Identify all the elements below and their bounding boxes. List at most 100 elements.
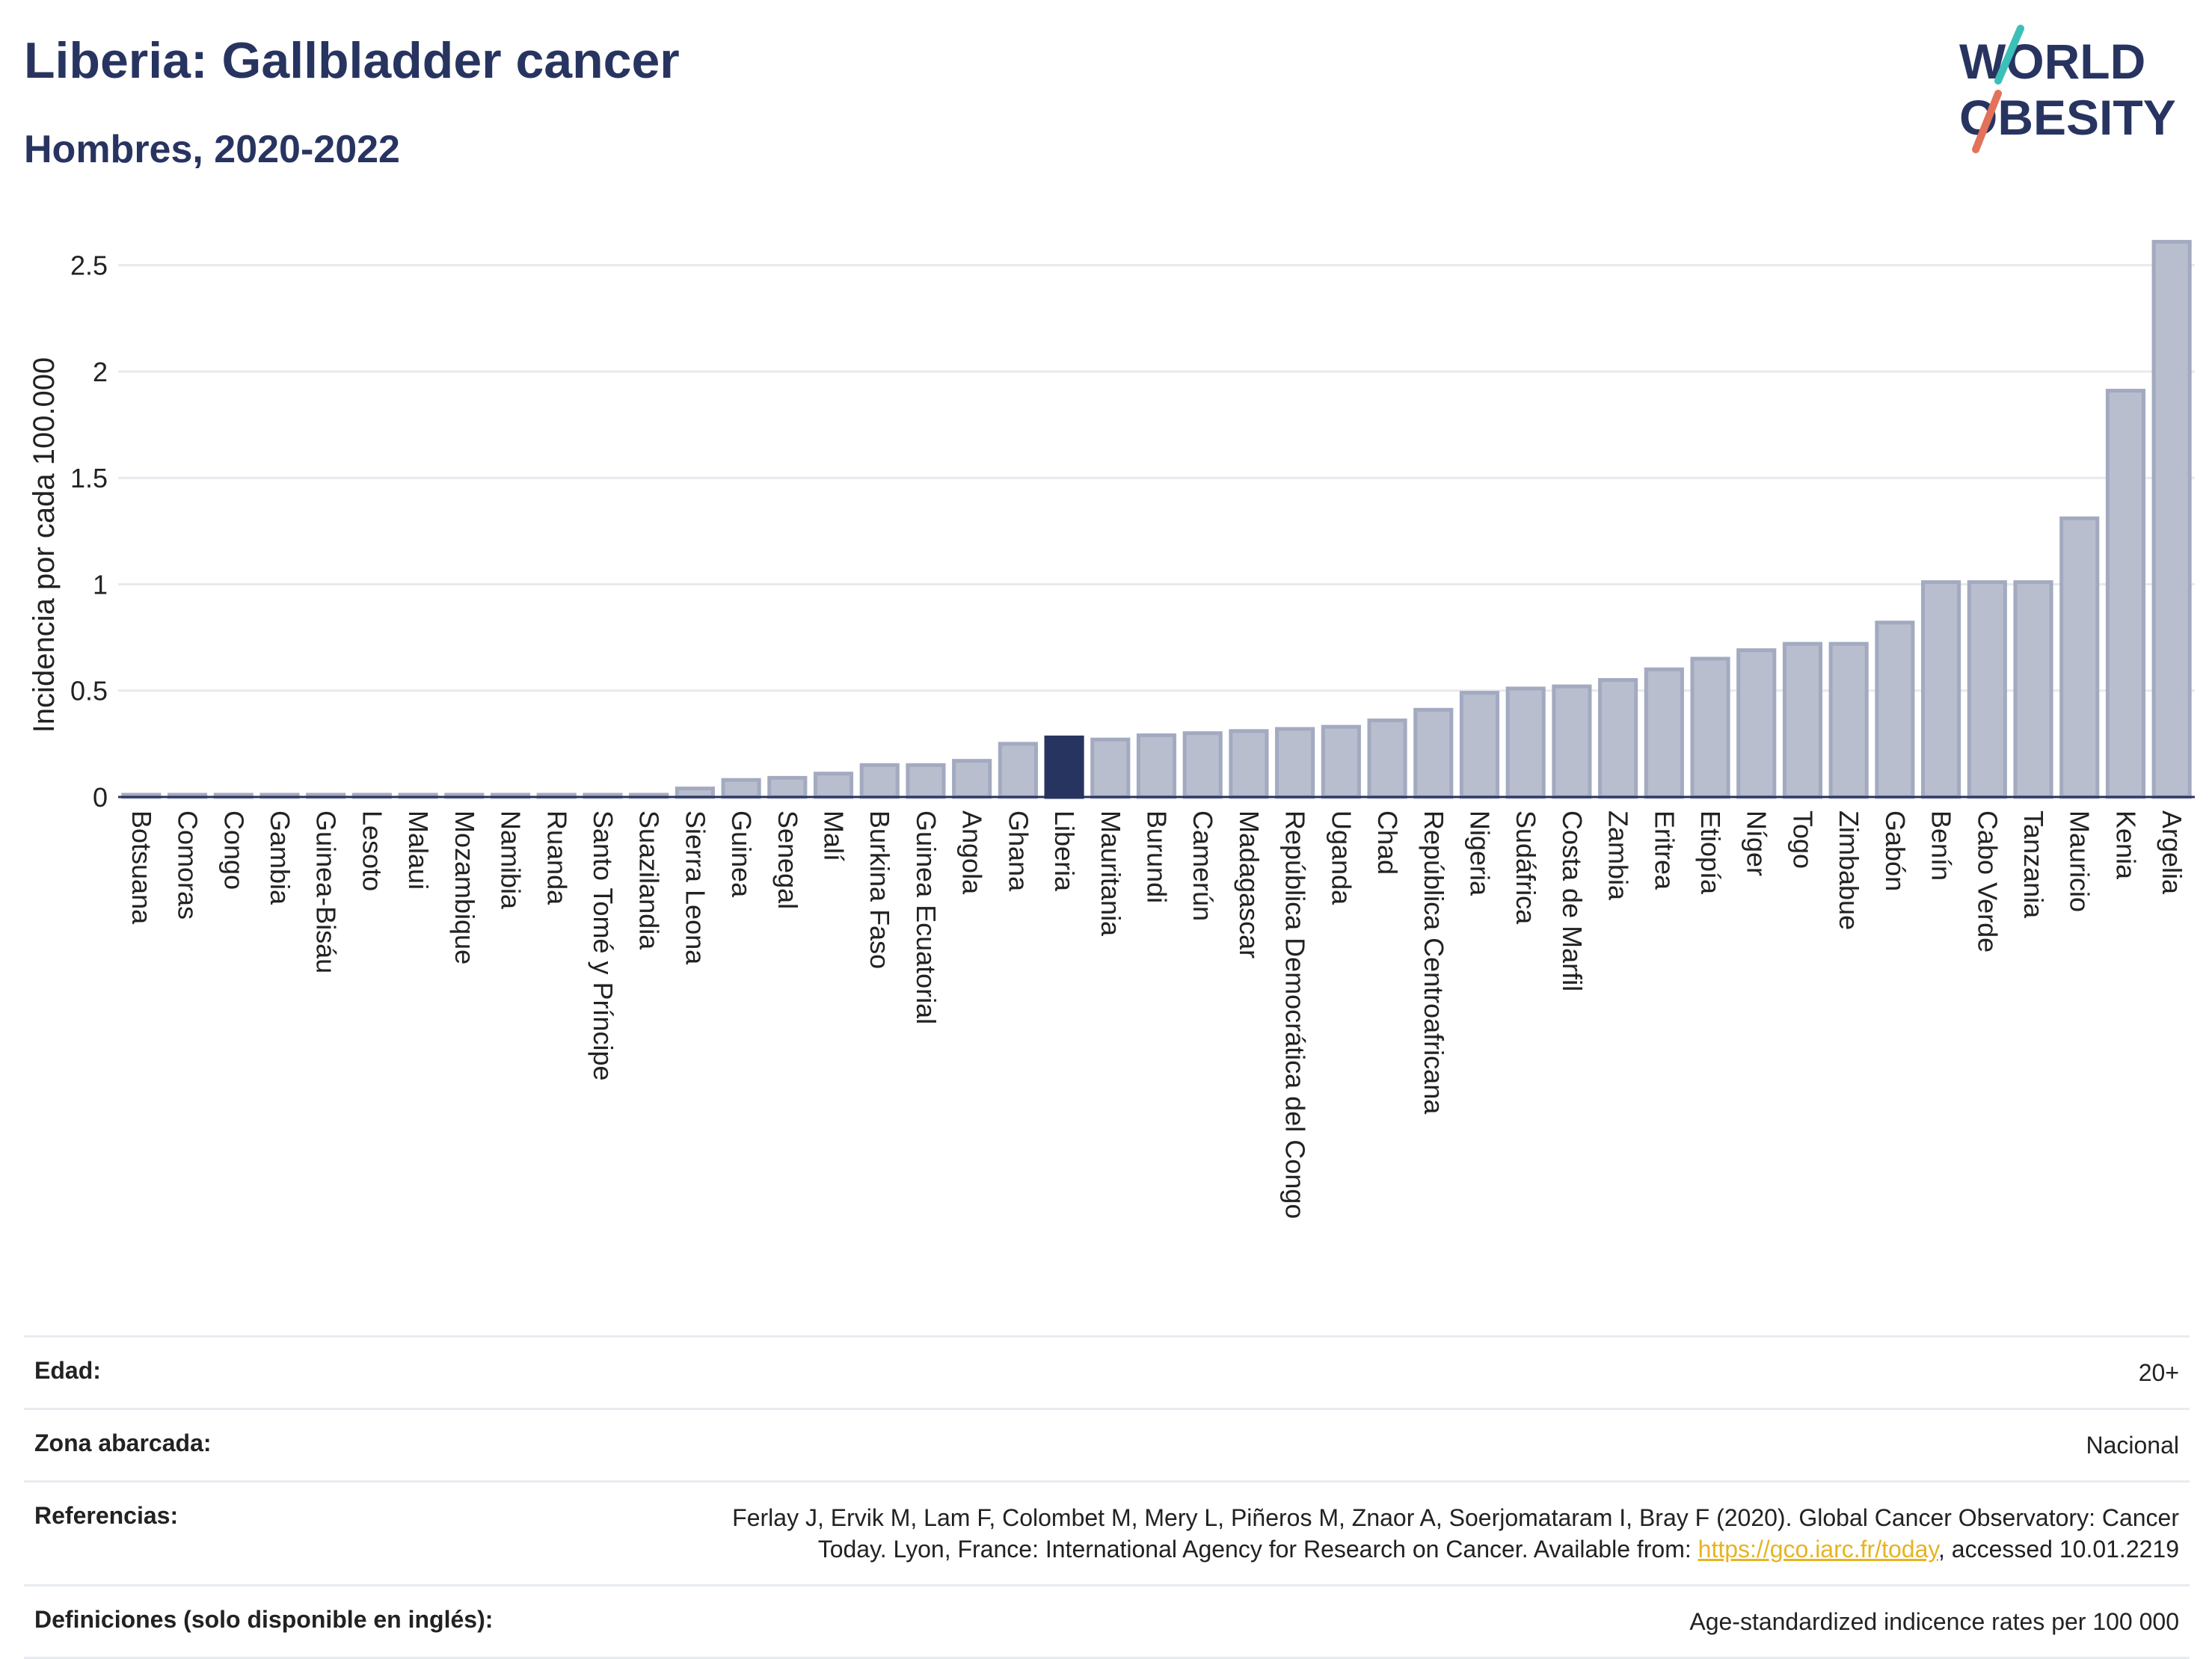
x-tick-label: Gabón [1880,810,1911,891]
bar[interactable] [1598,678,1638,799]
info-value-definitions: Age-standardized indicence rates per 100… [1689,1608,2179,1635]
logo-slash-bottom [1972,90,2002,153]
bar[interactable] [1229,729,1269,799]
bar[interactable] [1644,667,1684,799]
bar[interactable] [2059,516,2100,799]
bar[interactable] [1367,718,1407,799]
bar[interactable] [1921,580,1961,799]
x-tick-label: Angola [957,810,988,895]
x-tick-label: Kenia [2110,810,2141,880]
x-tick-label: Benín [1926,810,1957,881]
logo-slash-top [1994,25,2024,84]
bar[interactable] [998,742,1038,799]
x-tick-label: Mozambique [449,810,480,964]
bar[interactable] [813,772,854,799]
x-tick-label: República Democrática del Congo [1280,810,1311,1219]
chart-subtitle: Hombres, 2020-2022 [24,128,400,171]
bar[interactable] [1275,727,1315,799]
x-tick-label: Sudáfrica [1511,810,1541,925]
info-label-references: Referencias: [34,1502,179,1529]
bar[interactable] [2105,389,2146,799]
x-tick-label: Botsuana [126,810,157,925]
bar[interactable] [1828,641,1869,799]
bar[interactable] [906,763,946,799]
bar[interactable] [1967,580,2007,799]
world-obesity-logo: WORLD OBESITY [1944,22,2199,157]
bar[interactable] [2151,239,2192,799]
x-tick-label: Guinea Ecuatorial [911,810,941,1024]
x-tick-label: Sierra Leona [680,810,710,965]
x-tick-label: Costa de Marfil [1557,810,1588,991]
y-tick-label: 1 [93,569,108,600]
x-tick-label: Mauricio [2065,810,2095,912]
x-tick-label: Burkina Faso [864,810,895,969]
bar[interactable] [1321,724,1361,799]
x-tick-label: Suazilandia [634,810,665,950]
bars [121,239,2192,799]
bar[interactable] [859,763,900,799]
bar[interactable] [721,778,761,799]
x-tick-label: Burundi [1142,810,1173,903]
chart-title: Liberia: Gallbladder cancer [24,32,680,89]
x-tick-label: Tanzania [2018,810,2049,919]
bar[interactable] [952,759,992,799]
bar-highlighted[interactable] [1044,735,1084,799]
x-tick-label: Gambia [265,810,295,905]
info-value-age: 20+ [2138,1359,2179,1386]
bar[interactable] [1413,707,1454,799]
bar[interactable] [1090,737,1131,799]
x-tick-label: Liberia [1049,810,1080,892]
y-tick-label: 2.5 [70,250,108,281]
bar[interactable] [767,775,808,799]
info-label-definitions: Definiciones (solo disponible en inglés)… [34,1606,494,1633]
x-tick-label: Uganda [1326,810,1357,905]
y-axis-ticks: 0 0.5 1 1.5 2 2.5 [70,250,108,813]
bar[interactable] [1505,686,1546,799]
x-tick-label: Malaui [403,810,434,890]
info-value-area: Nacional [2086,1432,2179,1459]
info-label-age: Edad: [34,1357,101,1384]
x-tick-label: Guinea-Bisáu [311,810,342,973]
x-tick-label: Namibia [496,810,526,910]
x-tick-label: Zimbabue [1834,810,1864,930]
bar[interactable] [1552,684,1592,799]
info-table: Edad: 20+ Zona abarcada: Nacional Refere… [24,1335,2190,1659]
x-tick-label: Cabo Verde [1972,810,2003,952]
bar[interactable] [1736,648,1777,799]
x-tick-label: República Centroafricana [1419,810,1449,1115]
x-tick-label: Congo [218,810,249,890]
bar[interactable] [1875,621,1915,799]
bar[interactable] [1182,731,1223,799]
y-tick-label: 2 [93,357,108,387]
x-tick-label: Zambia [1603,810,1634,901]
x-tick-label: Comoras [173,810,203,920]
x-axis-ticks: Botsuana Comoras Congo Gambia Guinea-Bisáu Le… [126,810,2187,1219]
x-tick-label: Chad [1372,810,1403,875]
x-tick-label: Níger [1742,810,1772,876]
x-tick-label: Camerún [1188,810,1218,921]
reference-line2-pre: Today. Lyon, France: International Agenc… [817,1536,1698,1563]
bar-chart: 0 0.5 1 1.5 2 2.5 Botsuana Comoras Congo Gambia G… [0,194,2212,1316]
y-tick-label: 1.5 [70,463,108,493]
x-tick-label: Lesoto [357,810,387,891]
x-tick-label: Etiopía [1695,810,1726,895]
bar[interactable] [675,787,715,799]
bar[interactable] [1690,656,1730,799]
bar[interactable] [2013,580,2053,799]
x-tick-label: Santo Tomé y Príncipe [588,810,618,1081]
bar[interactable] [1136,733,1177,799]
reference-line2-post: , accessed 10.01.2219 [1938,1536,2179,1563]
info-row-references: Referencias: Ferlay J, Ervik M, Lam F, C… [24,1480,2190,1584]
reference-link[interactable]: https://gco.iarc.fr/today [1698,1536,1938,1563]
bar-chart-svg: 0 0.5 1 1.5 2 2.5 Botsuana Comoras Congo Gambia G… [28,239,2195,1219]
x-tick-label: Senegal [772,810,803,909]
x-tick-label: Nigeria [1464,810,1495,896]
bar[interactable] [1782,641,1823,799]
info-value-references: Ferlay J, Ervik M, Lam F, Colombet M, Me… [732,1502,2179,1565]
x-tick-label: Mauritania [1096,810,1126,937]
bar[interactable] [1459,691,1500,799]
y-axis-label: Incidencia por cada 100.000 [28,357,61,733]
x-tick-label: Argelia [2157,810,2187,895]
info-label-area: Zona abarcada: [34,1429,212,1456]
y-tick-label: 0 [93,782,108,813]
